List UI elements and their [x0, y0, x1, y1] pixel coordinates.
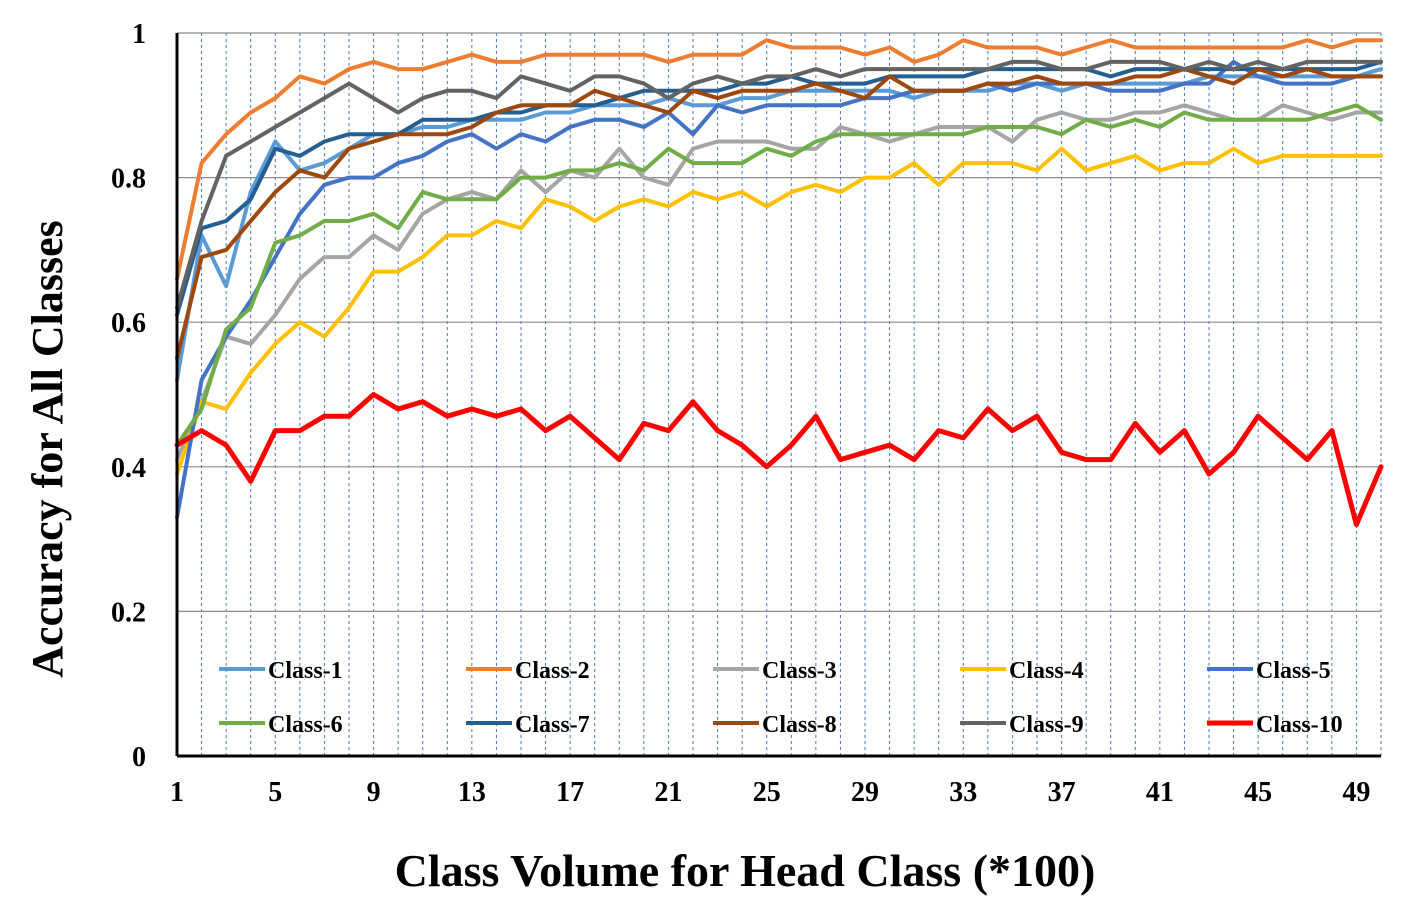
y-tick-label: 0.4 [111, 453, 146, 484]
x-tick-label: 29 [851, 777, 879, 808]
series-lines [174, 38, 1384, 528]
series-line-class-10 [174, 392, 1384, 528]
legend-label: Class-5 [1256, 658, 1331, 684]
x-tick-label: 33 [949, 777, 977, 808]
series-line-class-9 [175, 59, 1383, 310]
series-line-class-7 [175, 59, 1383, 317]
x-tick-label: 21 [654, 777, 682, 808]
x-tick-label: 9 [367, 777, 381, 808]
legend-label: Class-3 [762, 658, 837, 684]
legend: Class-1 Class-2 Class-3 Class-4 Class-5 Class… [219, 658, 1343, 738]
legend-label: Class-2 [515, 658, 590, 684]
legend-label: Class-4 [1009, 658, 1084, 684]
y-tick-label: 1 [132, 19, 146, 50]
x-tick-label: 13 [458, 777, 486, 808]
x-tick-label: 5 [268, 777, 282, 808]
x-tick-label: 45 [1244, 777, 1272, 808]
axes [175, 33, 1381, 758]
x-tick-label: 49 [1342, 777, 1370, 808]
y-tick-label: 0.2 [111, 597, 146, 628]
x-tick-label: 1 [170, 777, 184, 808]
legend-label: Class-10 [1256, 712, 1343, 738]
x-tick-label: 25 [753, 777, 781, 808]
y-tick-label: 0.8 [111, 164, 146, 195]
legend-label: Class-9 [1009, 712, 1084, 738]
y-tick-label: 0 [132, 742, 146, 773]
x-tick-label: 17 [556, 777, 584, 808]
series-line-class-6 [175, 103, 1383, 448]
y-axis-title: Accuracy for All Classes [23, 220, 72, 677]
tick-labels: 0 0.2 0.4 0.6 0.8 1 1 5 9 13 17 21 25 29 33 37 41 45 49 [111, 19, 1370, 808]
y-tick-label: 0.6 [111, 308, 146, 339]
x-tick-label: 41 [1146, 777, 1174, 808]
x-tick-label: 37 [1048, 777, 1076, 808]
legend-label: Class-7 [515, 712, 590, 738]
x-axis-title: Class Volume for Head Class (*100) [395, 845, 1096, 896]
legend-label: Class-1 [268, 658, 343, 684]
series-line-class-8 [175, 67, 1383, 361]
series-line-class-2 [175, 38, 1383, 281]
gridlines [177, 32, 1382, 756]
series-line-class-4 [175, 146, 1383, 476]
series-line-class-5 [175, 59, 1383, 520]
series-line-class-3 [175, 103, 1383, 462]
legend-label: Class-8 [762, 712, 837, 738]
legend-label: Class-6 [268, 712, 343, 738]
